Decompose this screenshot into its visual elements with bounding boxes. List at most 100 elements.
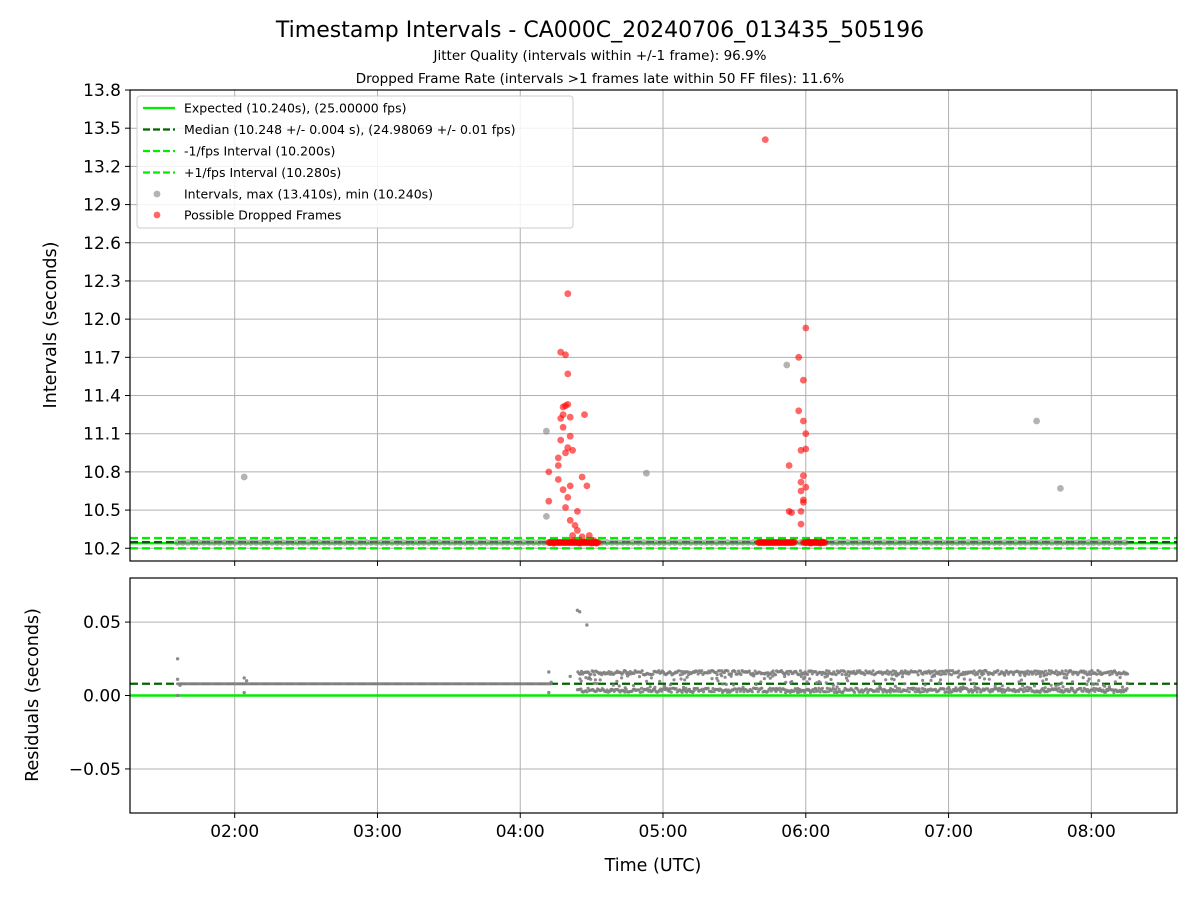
interval-point <box>603 539 611 546</box>
intervals-y-tick-label: 11.1 <box>83 425 121 445</box>
residual-point <box>1043 669 1048 673</box>
residual-point <box>591 670 596 674</box>
residual-point <box>806 672 810 677</box>
residual-point <box>921 678 925 683</box>
interval-point <box>524 539 532 546</box>
residual-point <box>624 687 628 691</box>
residual-point <box>779 690 783 694</box>
intervals-y-axis-label: Intervals (seconds) <box>41 242 61 409</box>
residual-point <box>927 669 931 673</box>
interval-point <box>975 539 982 546</box>
residual-point <box>649 676 654 680</box>
interval-point <box>498 539 506 546</box>
residual-outlier-point <box>242 676 246 680</box>
intervals-y-tick-label: 11.7 <box>83 348 121 368</box>
dropped-frame-point <box>557 436 565 444</box>
residual-point <box>813 687 818 691</box>
intervals-y-tick-label: 12.3 <box>83 272 121 292</box>
residual-point <box>589 672 593 676</box>
residual-point <box>832 690 836 695</box>
interval-point <box>996 539 1003 546</box>
interval-point <box>210 539 218 546</box>
dropped-frame-point <box>802 483 810 491</box>
dropped-frame-point <box>797 478 805 486</box>
residual-point <box>1001 687 1005 692</box>
interval-point <box>1111 539 1119 546</box>
interval-point <box>326 539 333 546</box>
interval-point <box>237 539 244 546</box>
interval-point <box>692 539 700 546</box>
interval-point <box>357 539 365 546</box>
residual-point <box>825 686 829 691</box>
interval-outlier-point <box>1033 417 1040 425</box>
residual-point <box>814 670 818 674</box>
dropped-frame-point <box>564 290 572 298</box>
residual-point <box>892 672 897 676</box>
legend-minus-frame-label: -1/fps Interval (10.200s) <box>184 144 335 159</box>
dropped-frame-point <box>797 508 805 515</box>
interval-point <box>488 539 496 546</box>
residual-point <box>903 669 907 673</box>
interval-point <box>231 539 239 546</box>
residual-point <box>818 681 822 685</box>
residual-point <box>1057 686 1061 691</box>
interval-point <box>336 539 344 546</box>
residual-point <box>798 669 803 673</box>
residual-point <box>1029 686 1033 691</box>
residual-point <box>585 690 589 694</box>
residual-point <box>773 673 778 677</box>
residual-point <box>1085 682 1089 687</box>
residual-point <box>1034 672 1038 676</box>
residual-point <box>579 669 584 674</box>
legend-expected-label: Expected (10.240s), (25.00000 fps) <box>184 101 406 116</box>
interval-point <box>373 539 380 546</box>
residual-point <box>1060 681 1064 685</box>
interval-point <box>744 539 752 546</box>
residual-point <box>956 675 960 679</box>
residual-point <box>988 690 992 694</box>
residual-point <box>1120 685 1125 689</box>
residual-point <box>786 672 791 676</box>
dropped-frame-point <box>569 532 576 539</box>
residual-point <box>1026 669 1030 673</box>
residual-point <box>1108 673 1112 677</box>
residual-point <box>623 669 628 673</box>
interval-point <box>535 539 543 546</box>
residual-point <box>940 669 944 673</box>
residual-point <box>768 676 772 680</box>
residual-point <box>944 690 948 694</box>
residual-point <box>897 689 901 693</box>
interval-point <box>446 539 454 546</box>
residual-point <box>978 669 982 673</box>
residual-point <box>937 681 941 685</box>
residual-point <box>640 669 644 673</box>
interval-point <box>750 539 757 546</box>
interval-point <box>980 539 988 546</box>
residual-point <box>982 672 986 676</box>
interval-point <box>299 539 307 546</box>
residual-point <box>1041 679 1045 683</box>
residual-point <box>579 687 583 691</box>
interval-point <box>1017 539 1024 546</box>
residual-point <box>792 689 796 693</box>
residual-point <box>710 690 714 694</box>
residual-point <box>903 682 907 686</box>
residual-point <box>733 669 737 674</box>
residual-point <box>823 671 828 676</box>
dropped-frame-point <box>559 486 567 494</box>
dropped-frame-point <box>819 538 826 546</box>
residual-point <box>1011 672 1016 677</box>
dropped-frame-point <box>569 446 576 454</box>
dropped-frame-point <box>795 407 803 415</box>
residual-point <box>695 686 700 691</box>
residual-point <box>677 669 681 673</box>
residual-point <box>771 674 775 678</box>
interval-point <box>671 539 679 546</box>
x-tick-label: 05:00 <box>639 822 688 842</box>
residual-point <box>1098 670 1102 674</box>
interval-point <box>708 539 715 546</box>
dropped-frame-point <box>559 423 567 431</box>
interval-outlier-point <box>643 469 650 477</box>
residual-point <box>1081 676 1085 680</box>
interval-outlier-point <box>1057 485 1064 492</box>
